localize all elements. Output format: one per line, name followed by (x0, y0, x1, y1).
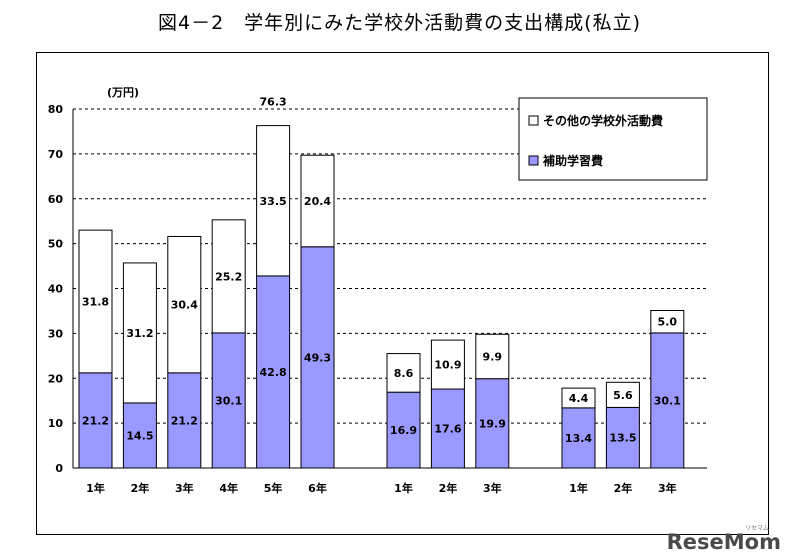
bar-segment-hojo-gakushuhi[interactable] (300, 246, 335, 469)
bar-segment-hojo-gakushuhi[interactable] (211, 332, 246, 469)
bar-segment-sonota[interactable] (78, 229, 113, 374)
data-label-hojo-gakushuhi: 17.6 (434, 423, 461, 436)
bar-segment-sonota[interactable] (475, 333, 510, 380)
data-label-sonota: 4.4 (569, 392, 589, 405)
data-label-sonota: 25.2 (215, 270, 242, 283)
y-tick-label: 80 (48, 103, 64, 116)
bar-segment-hojo-gakushuhi[interactable] (386, 391, 421, 469)
x-tick-label: 1年 (86, 481, 105, 495)
legend-label-sonota: その他の学校外活動費 (543, 113, 663, 128)
data-label-hojo-gakushuhi: 30.1 (215, 394, 242, 407)
data-label-sonota: 9.9 (483, 350, 503, 363)
data-label-hojo-gakushuhi: 49.3 (304, 351, 331, 364)
data-label-sonota: 31.8 (82, 296, 109, 309)
bar-segment-sonota[interactable] (256, 125, 291, 277)
bar-segment-sonota[interactable] (386, 353, 421, 393)
x-tick-label: 2年 (131, 481, 150, 495)
x-tick-label: 2年 (614, 481, 633, 495)
legend-label-hojo-gakushuhi: 補助学習費 (542, 153, 603, 168)
data-label-sonota: 5.0 (658, 316, 678, 329)
data-label-hojo-gakushuhi: 42.8 (260, 366, 287, 379)
bar-segment-sonota[interactable] (122, 262, 157, 404)
data-label-sonota: 33.5 (260, 195, 287, 208)
data-label-hojo-gakushuhi: 13.4 (565, 432, 592, 445)
bar-segment-hojo-gakushuhi[interactable] (430, 388, 465, 469)
data-label-hojo-gakushuhi: 16.9 (390, 424, 417, 437)
bar-segment-hojo-gakushuhi[interactable] (122, 402, 157, 469)
data-label-hojo-gakushuhi: 13.5 (609, 432, 636, 445)
y-tick-label: 30 (48, 327, 64, 340)
data-label-hojo-gakushuhi: 30.1 (654, 394, 681, 407)
bar-segment-sonota[interactable] (430, 339, 465, 390)
data-label-sonota: 20.4 (304, 195, 331, 208)
bar-segment-sonota[interactable] (561, 387, 596, 409)
data-label-hojo-gakushuhi: 21.2 (82, 414, 109, 427)
bar-segment-sonota[interactable] (650, 309, 685, 334)
legend-swatch-hojo-gakushuhi (528, 155, 539, 166)
chart-svg: (万円) 0 10 20 30 40 50 60 70 80 21.2 31.8 1年 14.5 31.2 2… (48, 86, 708, 495)
x-tick-label: 3年 (658, 481, 677, 495)
x-tick-label: 1年 (569, 481, 588, 495)
y-tick-label: 10 (48, 417, 64, 430)
bar-segment-hojo-gakushuhi[interactable] (256, 275, 291, 469)
y-tick-label: 40 (48, 283, 64, 296)
chart-frame: (万円) 0 10 20 30 40 50 60 70 80 21.2 31.8 1年 14.5 31.2 2… (36, 52, 769, 535)
legend-box (518, 97, 708, 181)
data-label-sonota: 30.4 (171, 299, 198, 312)
y-tick-label: 0 (55, 462, 63, 475)
watermark-kana: リセマム (744, 525, 769, 532)
y-tick-label: 70 (48, 148, 64, 161)
bar-segment-hojo-gakushuhi[interactable] (78, 372, 113, 469)
data-label-hojo-gakushuhi: 19.9 (479, 417, 506, 430)
y-axis-unit-label: (万円) (107, 86, 139, 99)
watermark-logo: ReseMom (666, 530, 781, 554)
x-tick-label: 6年 (308, 481, 327, 495)
chart-title: 図4－2 学年別にみた学校外活動費の支出構成(私立) (157, 12, 641, 34)
bar-segment-sonota[interactable] (300, 154, 335, 248)
bar-segment-hojo-gakushuhi[interactable] (561, 407, 596, 469)
x-tick-label: 3年 (483, 481, 502, 495)
data-label-hojo-gakushuhi: 21.2 (171, 414, 198, 427)
y-tick-label: 20 (48, 372, 64, 385)
x-tick-label: 1年 (394, 481, 413, 495)
data-label-hojo-gakushuhi: 14.5 (126, 429, 153, 442)
x-tick-label: 4年 (219, 481, 238, 495)
y-tick-label: 60 (48, 193, 64, 206)
data-label-sonota: 10.9 (434, 359, 461, 372)
data-label-sonota: 31.2 (126, 327, 153, 340)
total-label: 76.3 (260, 96, 287, 109)
bar-segment-sonota[interactable] (605, 381, 640, 408)
x-tick-label: 2年 (439, 481, 458, 495)
bar-segment-hojo-gakushuhi[interactable] (475, 378, 510, 469)
bar-segment-hojo-gakushuhi[interactable] (650, 332, 685, 469)
x-tick-label: 3年 (175, 481, 194, 495)
x-tick-label: 5年 (264, 481, 283, 495)
legend-swatch-sonota (528, 115, 539, 126)
bar-segment-hojo-gakushuhi[interactable] (605, 406, 640, 469)
data-label-sonota: 5.6 (613, 389, 633, 402)
bar-segment-sonota[interactable] (211, 219, 246, 334)
bar-segment-sonota[interactable] (167, 235, 202, 374)
data-label-sonota: 8.6 (394, 367, 414, 380)
y-tick-label: 50 (48, 238, 64, 251)
bar-segment-hojo-gakushuhi[interactable] (167, 372, 202, 469)
